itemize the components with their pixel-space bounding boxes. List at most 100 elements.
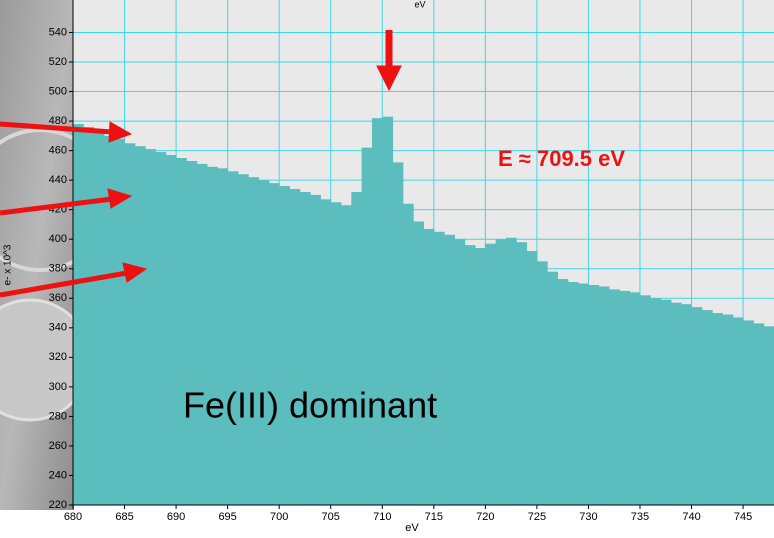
spectrum-bin [454,239,466,506]
x-tick-label: 695 [218,511,236,523]
spectrum-bin [124,143,136,505]
spectrum-bin [155,152,167,505]
y-axis-label: e- x 10^3 [3,244,14,285]
spectrum-bin [310,194,321,505]
spectrum-bin [320,199,332,505]
spectrum-bin [103,135,115,505]
spectrum-bin [701,310,713,505]
spectrum-bin [196,163,208,505]
spectrum-bin [743,320,754,505]
spectrum-bin [598,286,610,505]
y-tick-label: 260 [49,440,67,452]
spectrum-bin [578,283,589,505]
spectrum-bin [464,245,476,506]
spectrum-bin [351,191,363,506]
spectrum-bin [299,191,311,506]
spectrum-bin [753,323,765,505]
spectrum-bin [423,228,435,505]
spectrum-bin [371,118,383,505]
spectrum-bin [341,205,352,505]
spectrum-bin [165,155,177,505]
annotation: Fe(III) dominant [183,385,437,426]
spectrum-bin [145,149,156,505]
spectrum-bin [547,271,559,505]
spectrum-bin [485,243,497,505]
y-tick-label: 480 [49,115,67,127]
y-tick-label: 320 [49,351,67,363]
y-tick-label: 400 [49,233,67,245]
y-tick-label: 460 [49,145,67,157]
x-tick-label: 720 [476,511,494,523]
spectrum-bin [361,147,373,505]
spectrum-bin [279,186,290,506]
spectrum-bin [73,124,84,505]
spectrum-bin [763,326,774,505]
y-tick-label: 440 [49,174,67,186]
spectrum-bin [475,248,486,505]
spectrum-bin [660,299,672,505]
micrograph [0,0,74,510]
y-tick-label: 340 [49,322,67,334]
x-tick-label: 715 [425,511,443,523]
x-axis-label: eV [405,522,419,534]
spectrum-bin [207,166,218,505]
spectrum-bin [237,174,249,506]
y-tick-label: 220 [49,499,67,511]
y-tick-label: 240 [49,469,67,481]
spectrum-bin [629,292,641,505]
spectrum-bin [650,298,662,505]
spectrum-bin [619,290,631,505]
spectrum-bin [712,313,723,505]
spectrum-bin [392,162,404,506]
spectrum-bin [670,302,682,505]
x-tick-label: 730 [579,511,597,523]
chart-title: eV [414,0,425,9]
x-tick-label: 745 [734,511,752,523]
spectrum-bin [722,314,734,505]
x-tick-label: 690 [167,511,185,523]
spectrum-bin [567,282,579,505]
spectrum-bin [93,131,105,505]
spectrum-bin [114,138,126,506]
x-tick-label: 685 [115,511,133,523]
y-tick-label: 380 [49,263,67,275]
y-tick-label: 500 [49,85,67,97]
spectrum-bin [691,307,703,505]
spectrum-bin [609,289,620,505]
y-tick-label: 360 [49,292,67,304]
y-tick-label: 300 [49,381,67,393]
spectrum-bin [227,171,239,505]
spectrum-bin [402,203,414,506]
spectrum-bin [289,189,301,505]
y-tick-label: 520 [49,56,67,68]
x-tick-label: 700 [270,511,288,523]
x-tick-label: 710 [373,511,391,523]
spectrum-bin [382,116,394,506]
spectrum-bin [516,242,528,505]
spectrum-bin [505,237,517,505]
spectrum-bin [444,234,455,505]
x-tick-label: 735 [631,511,649,523]
x-tick-label: 705 [322,511,340,523]
spectrum-bin [536,261,548,505]
spectrum-bin [495,239,507,506]
y-tick-label: 540 [49,26,67,38]
spectrum-bin [176,157,187,505]
spectrum-bin [639,295,651,505]
spectrum-bin [732,317,744,505]
spectrum-bin [217,168,229,506]
spectrum-bin [134,146,146,505]
spectrum-bin [248,177,260,505]
spectrum-bin [83,126,95,505]
spectrum-bin [588,284,600,505]
spectrum-bin [557,279,569,505]
spectrum-bin [268,183,280,505]
spectrum-bin [526,251,538,505]
x-tick-label: 680 [64,511,82,523]
x-tick-label: 740 [682,511,700,523]
arrows [0,30,402,298]
spectrum-bin [681,304,693,505]
spectrum-bin [330,202,342,505]
x-tick-label: 725 [528,511,546,523]
